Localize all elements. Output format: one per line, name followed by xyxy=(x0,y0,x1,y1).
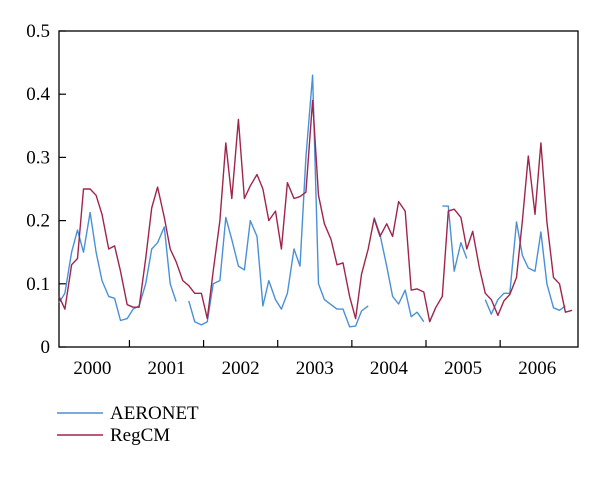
series-line-aeronet xyxy=(188,74,369,328)
plot-area-border xyxy=(58,30,579,348)
y-tick-label: 0 xyxy=(41,337,51,358)
x-tick-label: 2005 xyxy=(444,358,482,379)
x-tick-label: 2003 xyxy=(296,358,334,379)
y-tick-label: 0.5 xyxy=(26,21,50,42)
x-axis-ticks: 2000 2001 2002 2003 2004 2005 2006 xyxy=(73,340,556,379)
x-tick-label: 2000 xyxy=(73,358,111,379)
series-line-aeronet xyxy=(58,211,177,322)
y-tick-label: 0.4 xyxy=(26,84,50,105)
y-tick-label: 0.2 xyxy=(26,211,50,232)
legend-label-regcm: RegCM xyxy=(110,425,170,446)
y-tick-label: 0.3 xyxy=(26,147,50,168)
x-tick-label: 2001 xyxy=(148,358,186,379)
series-line-aeronet xyxy=(442,205,468,272)
plot-frame xyxy=(58,30,579,348)
series-line-aeronet xyxy=(484,221,566,315)
series-lines xyxy=(58,74,573,328)
y-tick-label: 0.1 xyxy=(26,274,50,295)
x-tick-label: 2002 xyxy=(222,358,260,379)
series-line-aeronet xyxy=(373,217,425,323)
legend-label-aeronet: AERONET xyxy=(110,403,199,424)
y-axis-ticks: 0 0.1 0.2 0.3 0.4 0.5 xyxy=(26,21,66,358)
series-line-regcm xyxy=(58,99,573,323)
x-tick-label: 2004 xyxy=(370,358,409,379)
x-tick-label: 2006 xyxy=(518,358,556,379)
